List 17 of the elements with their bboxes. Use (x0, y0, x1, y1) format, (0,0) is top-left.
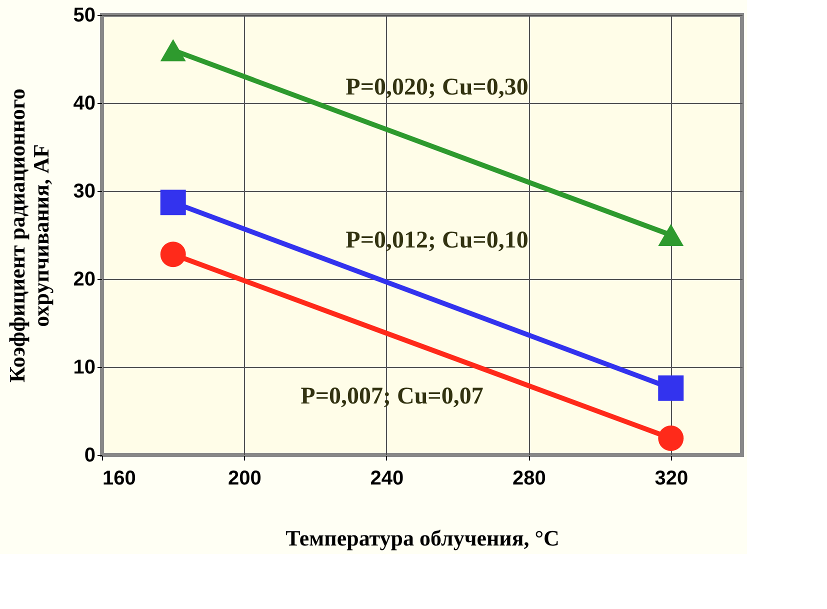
y-tick-label: 0 (84, 444, 96, 466)
point (658, 375, 684, 401)
y-tick-label: 10 (73, 356, 96, 378)
y-axis-title: Коэффициент радиационного охрупчивания, AF (4, 88, 54, 382)
point (160, 242, 186, 268)
x-tick-label: 280 (512, 468, 546, 490)
point (160, 190, 186, 216)
x-tick-label: 160 (102, 468, 136, 490)
y-tick-label: 40 (73, 92, 96, 114)
point (658, 426, 684, 452)
y-tick-label: 30 (73, 180, 96, 202)
x-tick-label: 200 (228, 468, 262, 490)
y-tick-label: 50 (73, 4, 96, 26)
x-tick-label: 240 (370, 468, 404, 490)
x-axis-title: Температура облучения, °C (286, 526, 560, 550)
y-tick-label: 20 (73, 268, 96, 290)
x-tick-label: 320 (654, 468, 688, 490)
